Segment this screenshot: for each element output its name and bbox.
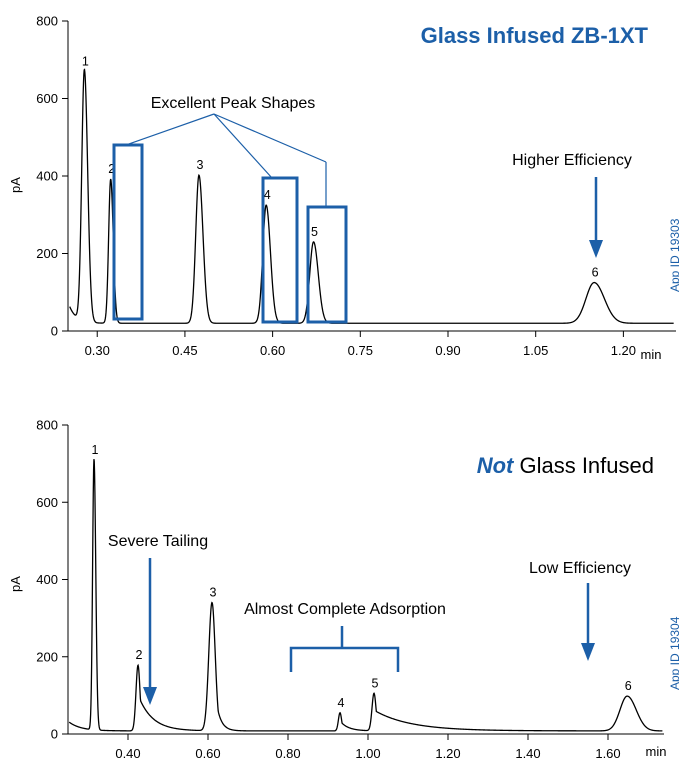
x-tick-label: 0.90 (435, 343, 460, 358)
y-ticks: 0 200 400 600 800 (36, 418, 68, 742)
peak-label: 5 (372, 676, 379, 690)
chart-glass-infused: 0 200 400 600 800 0.30 0.45 0.60 0.75 0.90 1.05 1.… (8, 14, 679, 363)
peak-label: 3 (210, 586, 217, 600)
peak-label: 6 (625, 679, 632, 693)
app-id: App ID 19303 (668, 218, 679, 292)
y-tick-label: 600 (36, 495, 58, 510)
peak-label: 3 (196, 158, 203, 172)
chart-not-glass-infused: 0 200 400 600 800 0.40 0.60 0.80 1.00 1.20 1.40 1.… (8, 418, 679, 759)
chart-title-emphasis: Not (477, 453, 515, 478)
x-axis-unit: min (641, 347, 662, 362)
x-tick-label: 0.60 (260, 343, 285, 358)
peak-label: 6 (592, 266, 599, 280)
peak-label: 2 (108, 162, 115, 176)
highlight-box-peak-5 (306, 205, 348, 324)
x-tick-label: 0.60 (195, 746, 220, 759)
peak-label: 4 (338, 696, 345, 710)
y-tick-label: 800 (36, 14, 58, 29)
chart-title-rest: Glass Infused (513, 453, 654, 478)
x-tick-label: 1.00 (355, 746, 380, 759)
y-tick-label: 200 (36, 246, 58, 261)
arrow-low-efficiency (581, 583, 595, 661)
peak-highlight-boxes (112, 143, 348, 324)
x-tick-label: 0.45 (172, 343, 197, 358)
x-tick-label: 1.20 (435, 746, 460, 759)
annotation-severe-tailing: Severe Tailing (108, 533, 208, 550)
highlight-box-peak-4 (261, 176, 299, 324)
chart-title: Not Glass Infused (477, 453, 654, 478)
x-ticks: 0.40 0.60 0.80 1.00 1.20 1.40 1.60 (115, 734, 621, 759)
x-tick-label: 0.80 (275, 746, 300, 759)
arrow-severe-tailing (143, 558, 157, 705)
x-tick-label: 0.30 (85, 343, 110, 358)
y-tick-label: 0 (51, 324, 58, 339)
y-axis-label: pA (8, 576, 23, 592)
annotation-callout-lines (125, 113, 327, 207)
peak-labels: 1 2 3 4 5 6 (82, 54, 599, 279)
annotation-excellent-peak-shapes: Excellent Peak Shapes (151, 95, 316, 112)
x-tick-label: 0.40 (115, 746, 140, 759)
chromatogram-trace (68, 459, 663, 732)
y-ticks: 0 200 400 600 800 (36, 14, 68, 339)
y-tick-label: 200 (36, 649, 58, 664)
peak-label: 2 (136, 648, 143, 662)
x-tick-label: 1.05 (523, 343, 548, 358)
x-axis-unit: min (646, 744, 667, 759)
y-tick-label: 600 (36, 91, 58, 106)
x-tick-label: 1.40 (515, 746, 540, 759)
annotation-almost-complete-adsorption: Almost Complete Adsorption (244, 601, 446, 618)
bracket-adsorption (289, 626, 400, 672)
arrow-higher-efficiency (589, 177, 603, 258)
y-tick-label: 400 (36, 169, 58, 184)
x-tick-label: 0.75 (348, 343, 373, 358)
x-tick-label: 1.60 (595, 746, 620, 759)
annotation-higher-efficiency: Higher Efficiency (512, 152, 632, 169)
x-ticks: 0.30 0.45 0.60 0.75 0.90 1.05 1.20 (85, 331, 636, 358)
peak-label: 4 (264, 188, 271, 202)
peak-label: 1 (92, 443, 99, 457)
peak-labels: 1 2 3 4 5 6 (92, 443, 632, 710)
peak-label: 1 (82, 54, 89, 68)
annotation-low-efficiency: Low Efficiency (529, 560, 631, 577)
peak-label: 5 (311, 225, 318, 239)
y-tick-label: 400 (36, 572, 58, 587)
y-tick-label: 0 (51, 727, 58, 742)
highlight-box-peak-2 (112, 143, 144, 321)
y-axis-label: pA (8, 177, 23, 193)
chromatogram-trace (69, 68, 674, 324)
y-tick-label: 800 (36, 418, 58, 433)
chart-title: Glass Infused ZB-1XT (421, 23, 649, 48)
app-id: App ID 19304 (668, 616, 679, 690)
x-tick-label: 1.20 (611, 343, 636, 358)
